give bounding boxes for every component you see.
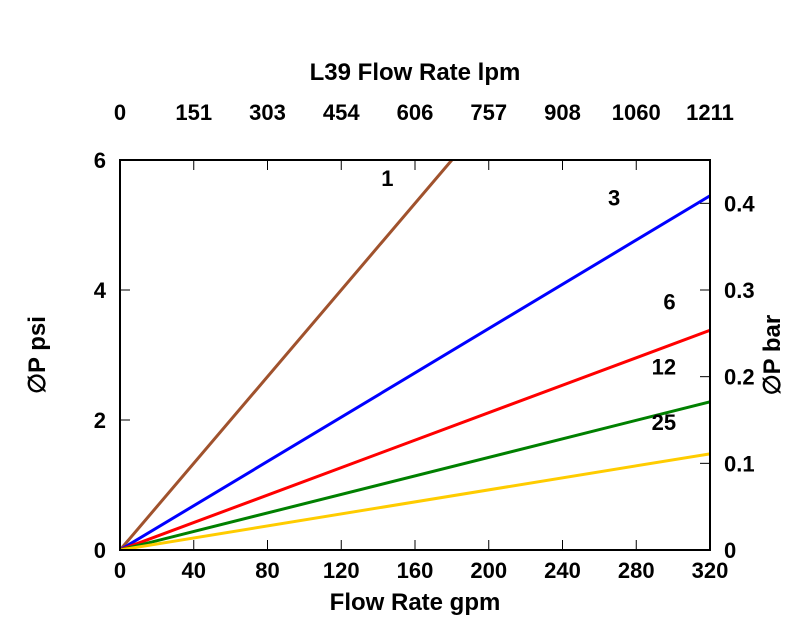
right-y-tick-label: 0 xyxy=(724,538,736,563)
left-y-tick-label: 2 xyxy=(94,408,106,433)
right-y-tick-label: 0.4 xyxy=(724,191,755,216)
right-y-tick-label: 0.2 xyxy=(724,365,755,390)
bottom-x-tick-label: 320 xyxy=(692,558,729,583)
bottom-x-axis-label: Flow Rate gpm xyxy=(330,589,501,616)
top-x-tick-label: 757 xyxy=(470,100,507,125)
left-y-tick-label: 6 xyxy=(94,148,106,173)
top-x-tick-label: 908 xyxy=(544,100,581,125)
pressure-flow-chart: L39 Flow Rate lpm01513034546067579081060… xyxy=(0,0,808,636)
bottom-x-tick-label: 160 xyxy=(397,558,434,583)
right-y-axis-label: ∅P bar xyxy=(759,315,786,396)
series-label-12: 12 xyxy=(652,355,676,380)
top-x-tick-label: 0 xyxy=(114,100,126,125)
top-x-tick-label: 303 xyxy=(249,100,286,125)
bottom-x-tick-label: 280 xyxy=(618,558,655,583)
series-label-3: 3 xyxy=(608,186,620,211)
left-y-axis-label: ∅P psi xyxy=(24,316,51,394)
left-y-tick-label: 4 xyxy=(94,278,107,303)
bottom-x-tick-label: 240 xyxy=(544,558,581,583)
right-y-tick-label: 0.1 xyxy=(724,451,755,476)
top-x-tick-label: 1060 xyxy=(612,100,661,125)
top-x-tick-label: 454 xyxy=(323,100,360,125)
series-label-6: 6 xyxy=(663,290,675,315)
top-x-tick-label: 1211 xyxy=(686,100,734,125)
bottom-x-tick-label: 200 xyxy=(470,558,507,583)
right-y-tick-label: 0.3 xyxy=(724,278,755,303)
chart-container: L39 Flow Rate lpm01513034546067579081060… xyxy=(0,0,808,636)
bottom-x-tick-label: 80 xyxy=(255,558,279,583)
series-label-25: 25 xyxy=(652,410,676,435)
chart-background xyxy=(0,0,808,636)
bottom-x-tick-label: 0 xyxy=(114,558,126,583)
chart-title: L39 Flow Rate lpm xyxy=(310,59,521,86)
top-x-tick-label: 151 xyxy=(175,100,212,125)
bottom-x-tick-label: 120 xyxy=(323,558,360,583)
top-x-tick-label: 606 xyxy=(397,100,434,125)
bottom-x-tick-label: 40 xyxy=(182,558,206,583)
left-y-tick-label: 0 xyxy=(94,538,106,563)
series-label-1: 1 xyxy=(381,166,393,191)
